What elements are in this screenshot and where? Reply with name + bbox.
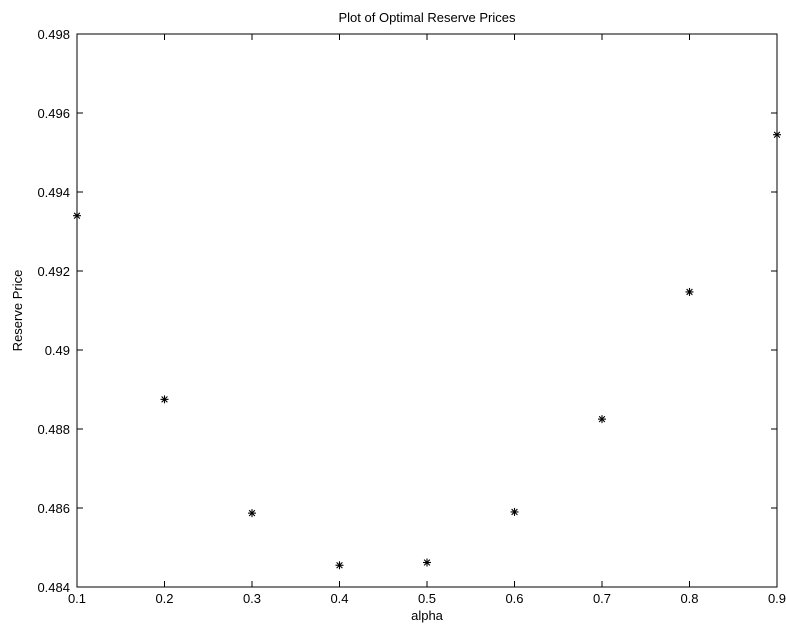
x-tick-label: 0.5 xyxy=(418,591,436,606)
data-point xyxy=(248,509,256,518)
chart-title: Plot of Optimal Reserve Prices xyxy=(338,10,516,25)
data-point xyxy=(598,415,606,424)
y-tick-label: 0.488 xyxy=(37,422,70,437)
x-tick-label: 0.6 xyxy=(505,591,523,606)
x-axis-ticks: 0.1 0.2 0.3 0.4 0.5 0.6 0.7 0.8 0.9 xyxy=(68,34,786,606)
y-tick-label: 0.498 xyxy=(37,27,70,42)
x-tick-label: 0.4 xyxy=(330,591,348,606)
y-tick-label: 0.492 xyxy=(37,264,70,279)
x-tick-label: 0.9 xyxy=(768,591,786,606)
x-tick-label: 0.1 xyxy=(68,591,86,606)
x-tick-label: 0.7 xyxy=(593,591,611,606)
data-point xyxy=(335,561,344,570)
data-point xyxy=(510,507,519,516)
x-tick-label: 0.8 xyxy=(680,591,698,606)
y-tick-label: 0.486 xyxy=(37,501,70,516)
y-axis-ticks: 0.484 0.486 0.488 0.49 0.492 0.494 0.496 0.498 xyxy=(37,27,777,595)
y-tick-label: 0.496 xyxy=(37,106,70,121)
y-tick-label: 0.49 xyxy=(45,343,70,358)
y-tick-label: 0.494 xyxy=(37,185,70,200)
y-tick-label: 0.484 xyxy=(37,580,70,595)
data-point xyxy=(423,558,431,567)
data-point xyxy=(773,130,781,139)
data-point xyxy=(685,287,694,296)
x-axis-label: alpha xyxy=(411,608,444,623)
x-tick-label: 0.2 xyxy=(155,591,173,606)
data-points xyxy=(73,130,781,570)
data-point xyxy=(73,211,81,220)
plot-area xyxy=(76,33,778,588)
y-axis-label: Reserve Price xyxy=(10,270,25,352)
data-point xyxy=(160,395,169,404)
x-tick-label: 0.3 xyxy=(243,591,261,606)
